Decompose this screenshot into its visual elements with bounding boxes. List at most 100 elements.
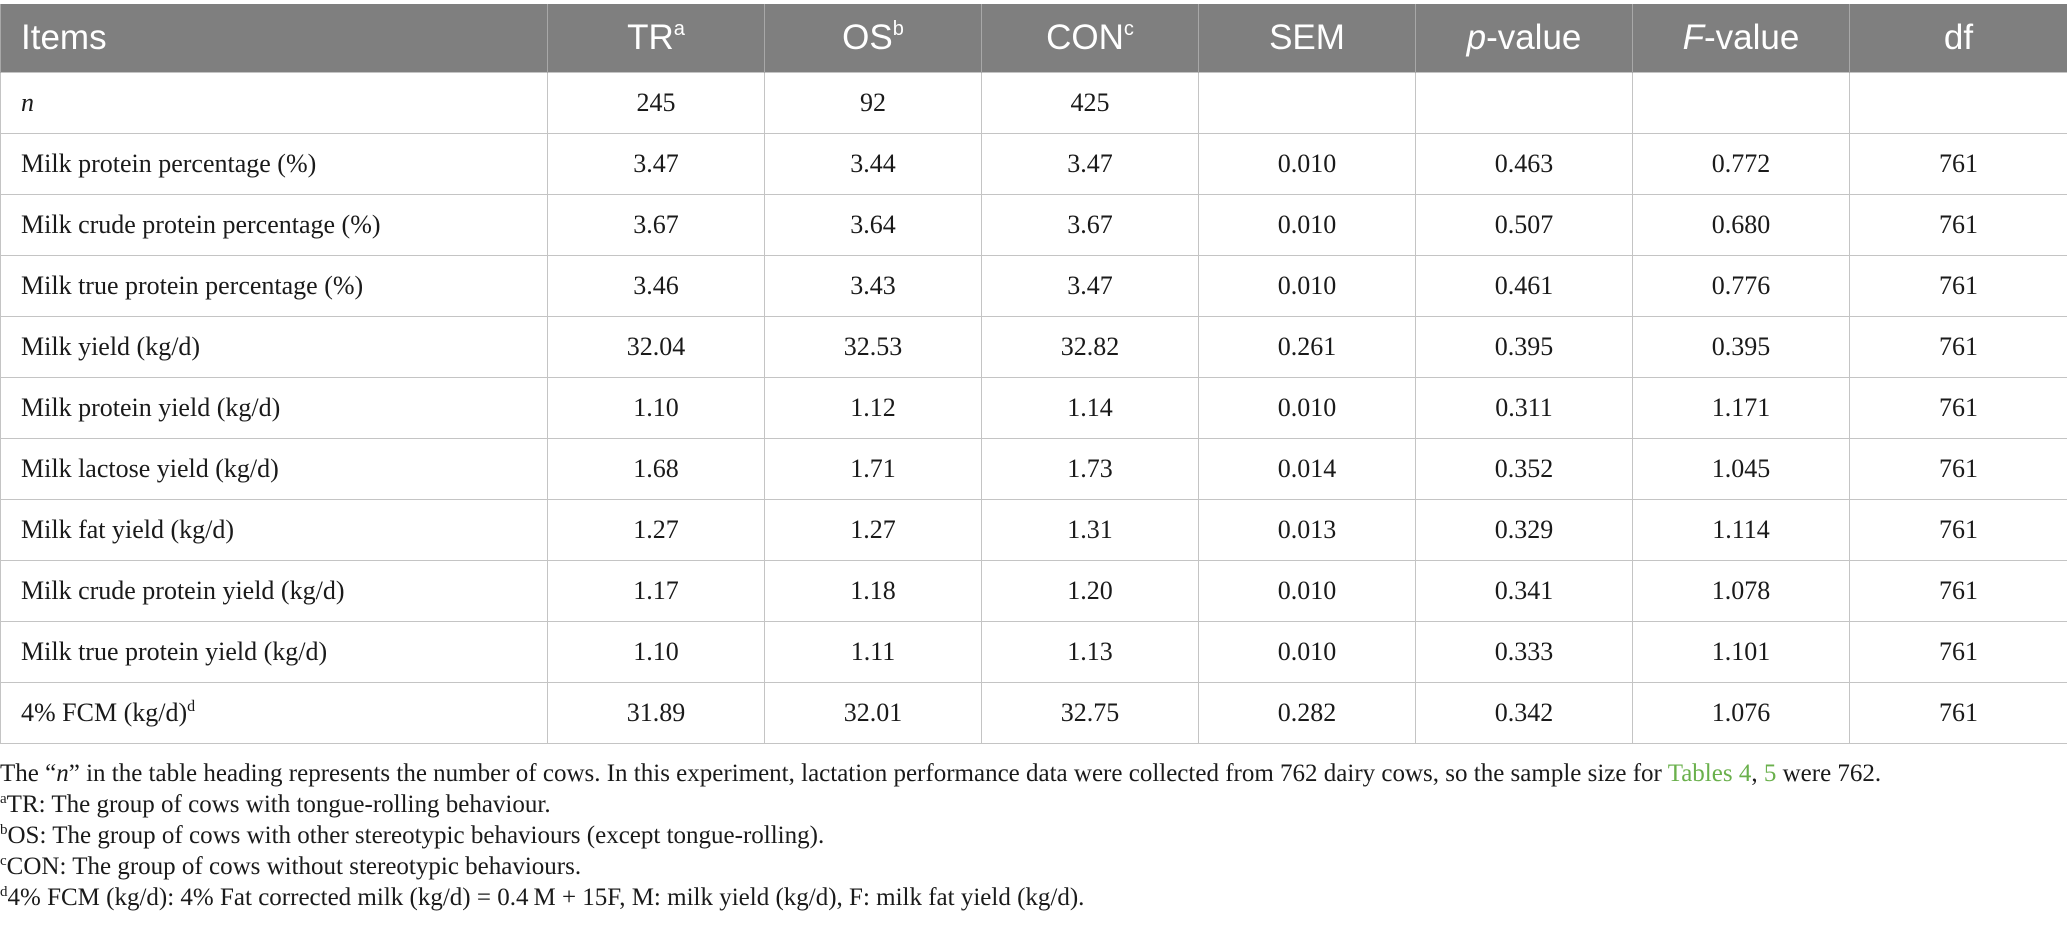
footnote-main: The “n” in the table heading represents … (0, 760, 1882, 787)
table-cell: 3.47 (981, 133, 1199, 195)
table-cell: 0.461 (1415, 255, 1633, 317)
table-cell: 0.772 (1632, 133, 1850, 195)
row-label: Milk true protein percentage (%) (0, 255, 548, 317)
table-cell: 3.67 (547, 194, 765, 256)
table-row: Milk lactose yield (kg/d) 1.68 1.71 1.73 0.0… (0, 438, 2067, 500)
table-cell: 761 (1849, 621, 2067, 683)
table-cell: 92 (764, 72, 982, 134)
table-cell: 1.27 (547, 499, 765, 561)
table-cell: 0.010 (1198, 377, 1416, 439)
table-cell: 1.27 (764, 499, 982, 561)
table-cell: 32.01 (764, 682, 982, 744)
row-label: Milk protein yield (kg/d) (0, 377, 548, 439)
header-sem: SEM (1198, 4, 1416, 73)
table-row: Milk true protein percentage (%) 3.46 3.43… (0, 255, 2067, 317)
table-cell: 0.013 (1198, 499, 1416, 561)
table-cell: 3.46 (547, 255, 765, 317)
table-cell: 425 (981, 72, 1199, 134)
row-label: Milk crude protein percentage (%) (0, 194, 548, 256)
table-cell: 0.010 (1198, 194, 1416, 256)
table-cell: 761 (1849, 560, 2067, 622)
footnote-a: aTR: The group of cows with tongue-rolli… (0, 791, 551, 818)
table-cell: 0.776 (1632, 255, 1850, 317)
table-cell: 3.44 (764, 133, 982, 195)
row-label: Milk yield (kg/d) (0, 316, 548, 378)
table-row: Milk yield (kg/d) 32.04 32.53 32.82 0.261 0.3… (0, 316, 2067, 378)
table-cell: 761 (1849, 499, 2067, 561)
table-cell: 1.078 (1632, 560, 1850, 622)
table-cell: 31.89 (547, 682, 765, 744)
table-cell: 0.311 (1415, 377, 1633, 439)
table-row: n 245 92 425 (0, 72, 2067, 134)
table-cell: 0.352 (1415, 438, 1633, 500)
header-f-value: F-value (1632, 4, 1850, 73)
table-body: n 245 92 425 Milk protein percentage (%) 3.47… (0, 72, 2067, 744)
footnote-d: d4% FCM (kg/d): 4% Fat corrected milk (k… (0, 884, 1085, 911)
table-cell: 1.18 (764, 560, 982, 622)
table-cell (1415, 72, 1633, 134)
table-cell: 1.076 (1632, 682, 1850, 744)
table-cell: 32.04 (547, 316, 765, 378)
table-row: Milk protein percentage (%) 3.47 3.44 3.47 0… (0, 133, 2067, 195)
table-row: Milk crude protein percentage (%) 3.67 3.6… (0, 194, 2067, 256)
footnote-b: bOS: The group of cows with other stereo… (0, 822, 825, 849)
table-cell: 1.73 (981, 438, 1199, 500)
table-5-link[interactable]: 5 (1763, 760, 1777, 787)
table-cell: 1.71 (764, 438, 982, 500)
table-cell: 32.53 (764, 316, 982, 378)
table-cell: 0.010 (1198, 560, 1416, 622)
header-con: CONc (981, 4, 1199, 73)
table-cell: 0.507 (1415, 194, 1633, 256)
table-cell: 0.463 (1415, 133, 1633, 195)
table-cell: 3.47 (981, 255, 1199, 317)
table-cell: 761 (1849, 377, 2067, 439)
header-df: df (1849, 4, 2067, 73)
table-cell: 245 (547, 72, 765, 134)
table-row: Milk true protein yield (kg/d) 1.10 1.11 1.… (0, 621, 2067, 683)
table-cell: 0.333 (1415, 621, 1633, 683)
table-cell: 761 (1849, 682, 2067, 744)
row-label: Milk fat yield (kg/d) (0, 499, 548, 561)
table-cell: 1.114 (1632, 499, 1850, 561)
footnote-c: cCON: The group of cows without stereoty… (0, 853, 582, 880)
table-cell: 1.17 (547, 560, 765, 622)
lactation-performance-table: Items TRa OSb CONc SEM p-value F-value d… (0, 4, 2067, 744)
table-cell: 761 (1849, 316, 2067, 378)
row-label: Milk crude protein yield (kg/d) (0, 560, 548, 622)
table-row: 4% FCM (kg/d)d 31.89 32.01 32.75 0.282 0.342 1… (0, 682, 2067, 744)
header-tr: TRa (547, 4, 765, 73)
tables-4-link[interactable]: Tables 4 (1667, 760, 1752, 787)
header-p-value: p-value (1415, 4, 1633, 73)
table-cell: 0.680 (1632, 194, 1850, 256)
data-table-container: Items TRa OSb CONc SEM p-value F-value d… (0, 4, 2067, 744)
table-cell (1849, 72, 2067, 134)
table-cell: 1.11 (764, 621, 982, 683)
table-cell: 1.13 (981, 621, 1199, 683)
row-label: 4% FCM (kg/d)d (0, 682, 548, 744)
table-cell: 0.010 (1198, 255, 1416, 317)
table-cell: 32.75 (981, 682, 1199, 744)
row-label: Milk protein percentage (%) (0, 133, 548, 195)
table-cell: 761 (1849, 133, 2067, 195)
table-cell: 761 (1849, 194, 2067, 256)
table-cell (1632, 72, 1850, 134)
row-label: n (0, 72, 548, 134)
table-cell: 1.68 (547, 438, 765, 500)
table-cell: 3.47 (547, 133, 765, 195)
table-cell: 1.14 (981, 377, 1199, 439)
table-cell: 1.171 (1632, 377, 1850, 439)
table-cell: 761 (1849, 255, 2067, 317)
table-cell: 1.101 (1632, 621, 1850, 683)
table-cell: 1.10 (547, 377, 765, 439)
table-cell: 0.010 (1198, 621, 1416, 683)
table-row: Milk protein yield (kg/d) 1.10 1.12 1.14 0.0… (0, 377, 2067, 439)
table-cell: 32.82 (981, 316, 1199, 378)
header-items: Items (0, 4, 548, 73)
table-cell (1198, 72, 1416, 134)
table-cell: 0.395 (1632, 316, 1850, 378)
table-cell: 0.342 (1415, 682, 1633, 744)
table-row: Milk fat yield (kg/d) 1.27 1.27 1.31 0.013 0.… (0, 499, 2067, 561)
table-cell: 761 (1849, 438, 2067, 500)
table-cell: 3.43 (764, 255, 982, 317)
table-cell: 1.12 (764, 377, 982, 439)
